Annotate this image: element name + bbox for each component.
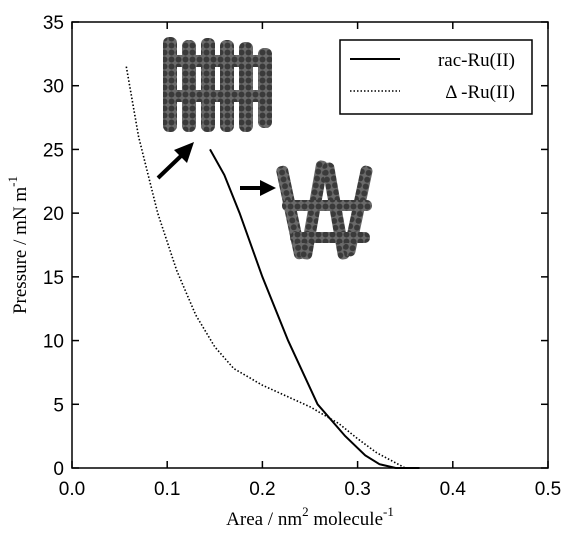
legend-label: Δ -Ru(II) bbox=[445, 82, 515, 103]
y-tick-label: 25 bbox=[43, 140, 64, 161]
x-tick-label: 0.0 bbox=[59, 479, 85, 500]
y-tick-label: 10 bbox=[43, 332, 64, 353]
x-tick-label: 0.3 bbox=[344, 479, 370, 500]
title-text: molecule bbox=[309, 509, 383, 530]
y-tick-label: 35 bbox=[43, 13, 64, 34]
x-tick-label: 0.4 bbox=[440, 479, 467, 500]
legend: rac-Ru(II) Δ -Ru(II) bbox=[339, 39, 533, 115]
x-tick-label: 0.1 bbox=[154, 479, 180, 500]
legend-label: rac-Ru(II) bbox=[438, 50, 515, 71]
arrows bbox=[156, 142, 276, 196]
x-tick-label: 0.2 bbox=[249, 479, 275, 500]
y-tick-label: 15 bbox=[43, 268, 64, 289]
y-axis-title: Pressure / mN m-1 bbox=[5, 176, 31, 314]
y-tick-label: 30 bbox=[43, 77, 64, 98]
series-line bbox=[125, 66, 406, 469]
y-tick-label: 0 bbox=[53, 459, 64, 480]
series-line bbox=[209, 148, 420, 469]
title-text: Area / nm bbox=[226, 509, 302, 530]
title-text: Pressure / mN m bbox=[10, 187, 31, 314]
x-tick-label: 0.5 bbox=[535, 479, 561, 500]
plot-frame bbox=[71, 21, 549, 469]
y-tick-label: 20 bbox=[43, 204, 64, 225]
molecule-image-expanded bbox=[276, 160, 373, 260]
x-axis-title: Area / nm2 molecule-1 bbox=[226, 504, 394, 530]
superscript: -1 bbox=[383, 504, 394, 519]
y-tick-label: 5 bbox=[53, 395, 64, 416]
molecule-image-condensed bbox=[163, 37, 272, 132]
superscript: 2 bbox=[302, 504, 309, 519]
superscript: -1 bbox=[5, 176, 20, 187]
legend-box bbox=[339, 39, 533, 115]
